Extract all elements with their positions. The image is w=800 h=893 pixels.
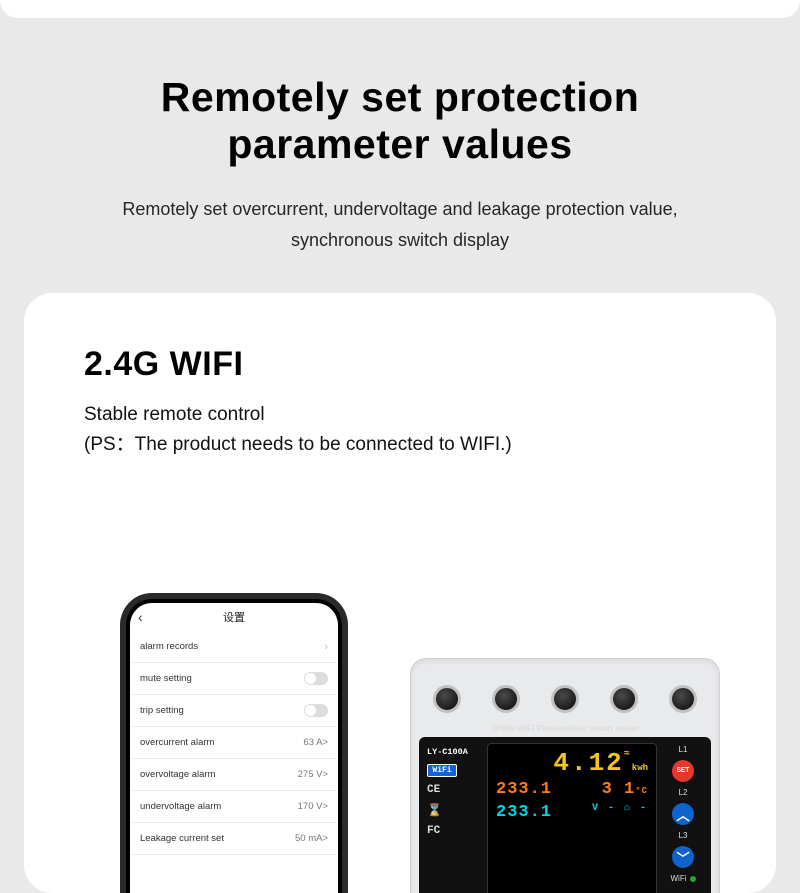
card-sub-line1: Stable remote control bbox=[84, 400, 716, 429]
meter-row-orange: 233.1 3 1°C bbox=[496, 780, 648, 799]
hero-title-line1: Remotely set protection bbox=[161, 74, 640, 120]
hourglass-icon: ⌛ bbox=[427, 803, 481, 818]
terminal bbox=[669, 685, 697, 713]
card-title: 2.4G WIFI bbox=[84, 345, 716, 384]
wifi-badge: WiFi bbox=[427, 764, 457, 777]
toggle-trip[interactable] bbox=[304, 704, 328, 717]
meter-case: 3P4W WiFi Photovoltaic smart meter LY-C1… bbox=[410, 658, 720, 893]
fc-mark: FC bbox=[427, 825, 481, 837]
symbols: V - ⌂ - bbox=[592, 803, 648, 822]
meter-screen: 4.12≈kwh 233.1 3 1°C 233.1 V - ⌂ - bbox=[487, 743, 657, 893]
row-label: mute setting bbox=[140, 673, 192, 684]
phone-mockup: ‹ 设置 alarm records › mute setting trip s… bbox=[120, 593, 348, 893]
label-l3: L3 bbox=[679, 831, 688, 840]
meter-model: LY-C100A bbox=[427, 747, 481, 757]
row-label: overcurrent alarm bbox=[140, 737, 214, 748]
wifi-indicator-icon bbox=[690, 876, 696, 882]
kwh-value: 4.12 bbox=[553, 748, 623, 778]
hero-title-line2: parameter values bbox=[227, 121, 572, 167]
set-button[interactable]: SET bbox=[672, 760, 694, 782]
card-sub-line2: (PS：The product needs to be connected to… bbox=[84, 430, 716, 459]
phone-screen: ‹ 设置 alarm records › mute setting trip s… bbox=[130, 603, 338, 893]
meter-left-col: LY-C100A WiFi CE ⌛ FC bbox=[427, 743, 481, 893]
terminals bbox=[433, 685, 697, 713]
label-l1: L1 bbox=[679, 745, 688, 754]
row-label: trip setting bbox=[140, 705, 184, 716]
feature-card: 2.4G WIFI Stable remote control (PS：The … bbox=[24, 293, 776, 893]
approx-icon: ≈ bbox=[624, 749, 632, 760]
hero-section: Remotely set protection parameter values… bbox=[0, 18, 800, 293]
temp-reading: 3 1°C bbox=[602, 780, 648, 799]
kwh-unit: kwh bbox=[632, 763, 648, 773]
down-button[interactable]: ﹀ bbox=[672, 846, 694, 868]
voltage-value-2: 233.1 bbox=[496, 803, 552, 822]
row-undervoltage[interactable]: undervoltage alarm 170 V> bbox=[130, 791, 338, 823]
phone-bezel: ‹ 设置 alarm records › mute setting trip s… bbox=[126, 599, 342, 893]
chevron-right-icon: › bbox=[324, 641, 328, 653]
label-wifi: WiFi bbox=[671, 874, 687, 883]
row-value: 275 V> bbox=[298, 769, 328, 780]
app-header: ‹ 设置 bbox=[130, 603, 338, 631]
temp-unit: °C bbox=[635, 786, 648, 796]
meter-body: 3P4W WiFi Photovoltaic smart meter LY-C1… bbox=[419, 737, 711, 893]
meter-right-col: L1 SET L2 ︿ L3 ﹀ WiFi bbox=[663, 743, 703, 893]
kwh-reading: 4.12≈kwh bbox=[496, 750, 648, 776]
up-button[interactable]: ︿ bbox=[672, 803, 694, 825]
meter-mockup: 3P4W WiFi Photovoltaic smart meter LY-C1… bbox=[410, 658, 720, 893]
row-alarm-records[interactable]: alarm records › bbox=[130, 631, 338, 663]
row-value: 63 A> bbox=[303, 737, 328, 748]
row-trip-setting[interactable]: trip setting bbox=[130, 695, 338, 727]
row-overvoltage[interactable]: overvoltage alarm 275 V> bbox=[130, 759, 338, 791]
toggle-mute[interactable] bbox=[304, 672, 328, 685]
top-strip bbox=[0, 0, 800, 18]
row-leakage[interactable]: Leakage current set 50 mA> bbox=[130, 823, 338, 855]
hero-desc-line2: synchronous switch display bbox=[291, 230, 509, 250]
terminal bbox=[551, 685, 579, 713]
terminal bbox=[433, 685, 461, 713]
row-value: 50 mA> bbox=[295, 833, 328, 844]
app-header-title: 设置 bbox=[223, 609, 245, 625]
row-label: overvoltage alarm bbox=[140, 769, 216, 780]
row-overcurrent[interactable]: overcurrent alarm 63 A> bbox=[130, 727, 338, 759]
terminal bbox=[492, 685, 520, 713]
meter-row-cyan: 233.1 V - ⌂ - bbox=[496, 803, 648, 822]
back-icon[interactable]: ‹ bbox=[138, 609, 143, 625]
row-label: alarm records bbox=[140, 641, 198, 652]
hero-title: Remotely set protection parameter values bbox=[60, 74, 740, 168]
terminal bbox=[610, 685, 638, 713]
meter-title: 3P4W WiFi Photovoltaic smart meter bbox=[419, 723, 711, 733]
voltage-value: 233.1 bbox=[496, 780, 552, 799]
row-mute-setting[interactable]: mute setting bbox=[130, 663, 338, 695]
row-label: Leakage current set bbox=[140, 833, 224, 844]
devices-row: ‹ 设置 alarm records › mute setting trip s… bbox=[24, 593, 776, 893]
hero-desc: Remotely set overcurrent, undervoltage a… bbox=[60, 194, 740, 255]
hero-desc-line1: Remotely set overcurrent, undervoltage a… bbox=[122, 199, 677, 219]
row-value: 170 V> bbox=[298, 801, 328, 812]
card-subtitle: Stable remote control (PS：The product ne… bbox=[84, 400, 716, 459]
row-label: undervoltage alarm bbox=[140, 801, 221, 812]
ce-mark: CE bbox=[427, 784, 481, 796]
label-l2: L2 bbox=[679, 788, 688, 797]
